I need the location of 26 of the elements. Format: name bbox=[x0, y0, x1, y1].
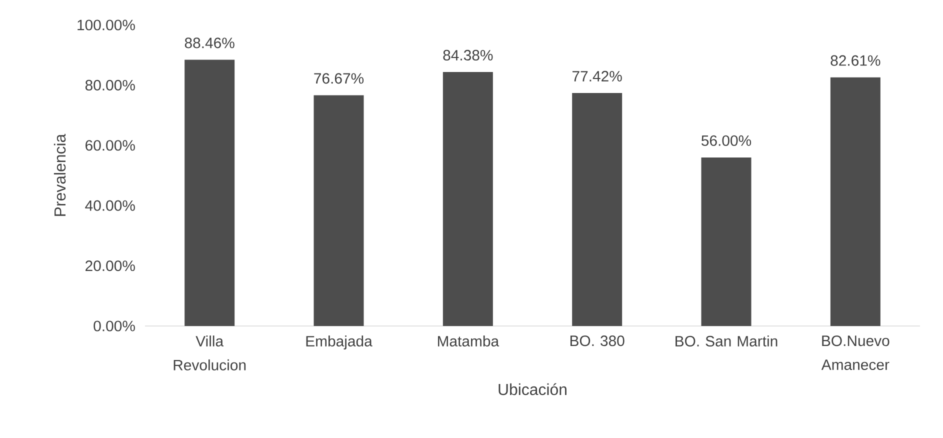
data-label: 77.42% bbox=[572, 70, 622, 82]
y-axis-title: Prevalencia bbox=[54, 134, 66, 216]
data-label: 84.38% bbox=[443, 50, 493, 60]
data-label: 82.61% bbox=[830, 55, 880, 66]
bar bbox=[701, 157, 752, 326]
y-tick-label: 80.00% bbox=[85, 80, 135, 90]
x-tick-label: BO. San Martin bbox=[676, 336, 778, 346]
bar bbox=[572, 92, 622, 326]
x-tick-label: BO.Nuevo Amanecer bbox=[821, 336, 890, 370]
x-tick-label: Embajada bbox=[306, 336, 372, 350]
y-tick-label: 60.00% bbox=[86, 140, 135, 151]
x-axis-title: Ubicación bbox=[498, 383, 566, 396]
data-label: 56.00% bbox=[702, 135, 752, 146]
x-tick-label: BO. 380 bbox=[570, 336, 624, 346]
x-tick-label: Matamba bbox=[438, 336, 500, 346]
data-label: 88.46% bbox=[184, 38, 234, 48]
bar bbox=[830, 77, 880, 326]
bar bbox=[314, 95, 364, 326]
y-tick-label: 40.00% bbox=[85, 200, 135, 211]
y-tick-label: 0.00% bbox=[94, 320, 135, 332]
y-tick-label: 20.00% bbox=[86, 260, 135, 272]
x-tick-label: Villa Revolucion bbox=[174, 336, 246, 370]
y-tick-label: 100.00% bbox=[78, 20, 135, 30]
data-label: 76.67% bbox=[314, 73, 364, 84]
bar bbox=[184, 60, 235, 326]
bar bbox=[442, 72, 493, 326]
